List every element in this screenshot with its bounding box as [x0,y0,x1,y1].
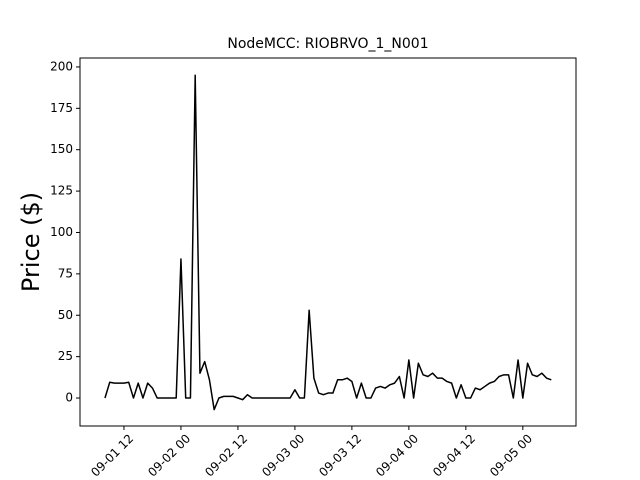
x-tick-label: 09-04 00 [373,431,421,479]
x-tick-label: 09-03 00 [259,431,307,479]
y-axis-label: Price ($) [17,192,45,292]
x-tick-label: 09-02 12 [202,431,250,479]
y-tick-label: 75 [58,266,73,280]
x-tick-label: 09-04 12 [430,431,478,479]
y-tick-label: 50 [58,308,73,322]
y-tick-label: 150 [50,142,73,156]
y-tick-label: 100 [50,225,73,239]
x-tick-label: 09-05 00 [487,431,535,479]
y-tick-label: 175 [50,101,73,115]
price-line [104,74,552,411]
chart-title: NodeMCC: RIOBRVO_1_N001 [227,36,428,52]
y-tick-label: 125 [50,184,73,198]
y-tick-label: 0 [65,391,73,405]
x-tick-label: 09-02 00 [145,431,193,479]
y-tick-label: 25 [58,349,73,363]
x-tick-label: 09-03 12 [316,431,364,479]
plot-frame [79,57,577,427]
y-tick-label: 200 [50,59,73,73]
x-tick-label: 09-01 12 [88,431,136,479]
